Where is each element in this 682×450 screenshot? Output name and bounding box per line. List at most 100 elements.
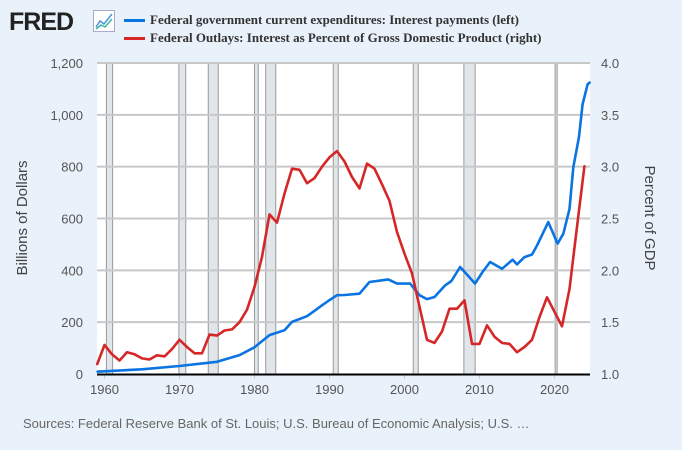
y-right-tick: 1.5 [601,315,619,330]
data-point [201,352,203,355]
data-point [589,81,591,83]
data-point [381,183,383,186]
legend-swatch-red [124,36,145,40]
y-right-label: Percent of GDP [641,165,658,270]
data-point [163,355,166,358]
legend-item-interest-payments[interactable]: Federal government current expenditures:… [124,12,519,28]
data-point [562,232,565,235]
data-point [321,165,323,168]
data-point [403,252,406,255]
data-point [238,321,241,323]
data-point [536,244,538,247]
legend-label: Federal government current expenditures:… [150,12,519,27]
data-point [96,370,98,373]
data-point [103,344,106,346]
data-point [306,315,308,318]
data-point [148,358,151,361]
data-point [448,307,451,310]
data-point [261,256,263,258]
data-point [343,294,346,296]
data-point [126,351,128,354]
data-point [433,342,436,344]
data-point [111,353,113,356]
data-point [418,305,421,308]
data-point [486,324,488,327]
data-point [572,166,575,169]
data-point [501,267,503,270]
data-point [373,167,376,170]
data-point [298,168,301,171]
data-point [358,292,361,295]
fred-logo[interactable]: FRED [9,8,74,36]
x-tick-label: 1960 [90,382,119,397]
data-point [343,160,346,163]
y-left-tick: 600 [61,212,83,227]
chart-area: 0 1.0 200 1.5 400 2.0 600 2.5 800 3.0 1,000 3.5 1,20… [14,56,658,397]
data-point [561,325,563,328]
x-tick-label: 1970 [165,382,194,397]
data-point [193,352,196,355]
data-point [531,338,533,341]
y-left-tick: 400 [61,263,83,278]
data-point [141,357,143,360]
data-point [450,280,453,282]
data-point [351,176,353,178]
data-point [291,167,293,170]
data-point [586,83,589,86]
x-tick-label: 2020 [540,382,569,397]
data-point [466,274,469,277]
y-right-tick: 4.0 [601,56,619,71]
data-point [531,253,533,256]
x-tick-label: 2010 [465,382,494,397]
data-point [366,162,368,165]
data-point [186,346,188,348]
data-point [368,281,371,283]
data-point [478,343,481,345]
data-point [463,299,466,302]
data-point [253,346,256,349]
data-point [238,354,241,356]
data-point [396,231,398,233]
data-point [493,335,496,338]
data-point [291,321,293,323]
x-tick-label: 1990 [315,382,344,397]
data-point [178,338,181,341]
data-point [516,351,518,354]
data-point [441,330,443,333]
data-point [208,333,211,336]
y-left-tick: 0 [76,367,83,382]
y-right-tick: 3.5 [601,108,619,123]
data-point [471,343,473,345]
sources-note: Sources: Federal Reserve Bank of St. Lou… [23,416,530,431]
data-point [313,177,316,179]
data-point [268,213,271,216]
data-point [581,103,584,106]
data-point [96,363,98,366]
legend-swatch-blue [124,18,145,22]
data-point [283,192,286,195]
data-point [141,368,143,371]
x-tick-label: 1980 [240,382,269,397]
data-point [387,278,390,281]
data-point [523,256,526,258]
data-point [216,334,218,337]
data-point [328,156,331,159]
data-point [223,329,226,332]
legend-item-interest-pct-gdp[interactable]: Federal Outlays: Interest as Percent of … [124,30,542,46]
data-point [411,272,413,275]
y-left-tick: 200 [61,315,83,330]
data-point [133,353,136,356]
y-right-tick: 1.0 [601,367,619,382]
data-point [388,200,391,202]
data-point [553,311,556,313]
data-point [481,271,484,273]
data-point [474,282,476,285]
data-point [568,208,571,210]
data-point [283,329,286,332]
data-point [501,342,503,344]
data-point [328,299,331,301]
data-point [538,316,541,318]
data-point [231,328,233,331]
data-point [426,298,428,300]
data-point [253,286,256,288]
